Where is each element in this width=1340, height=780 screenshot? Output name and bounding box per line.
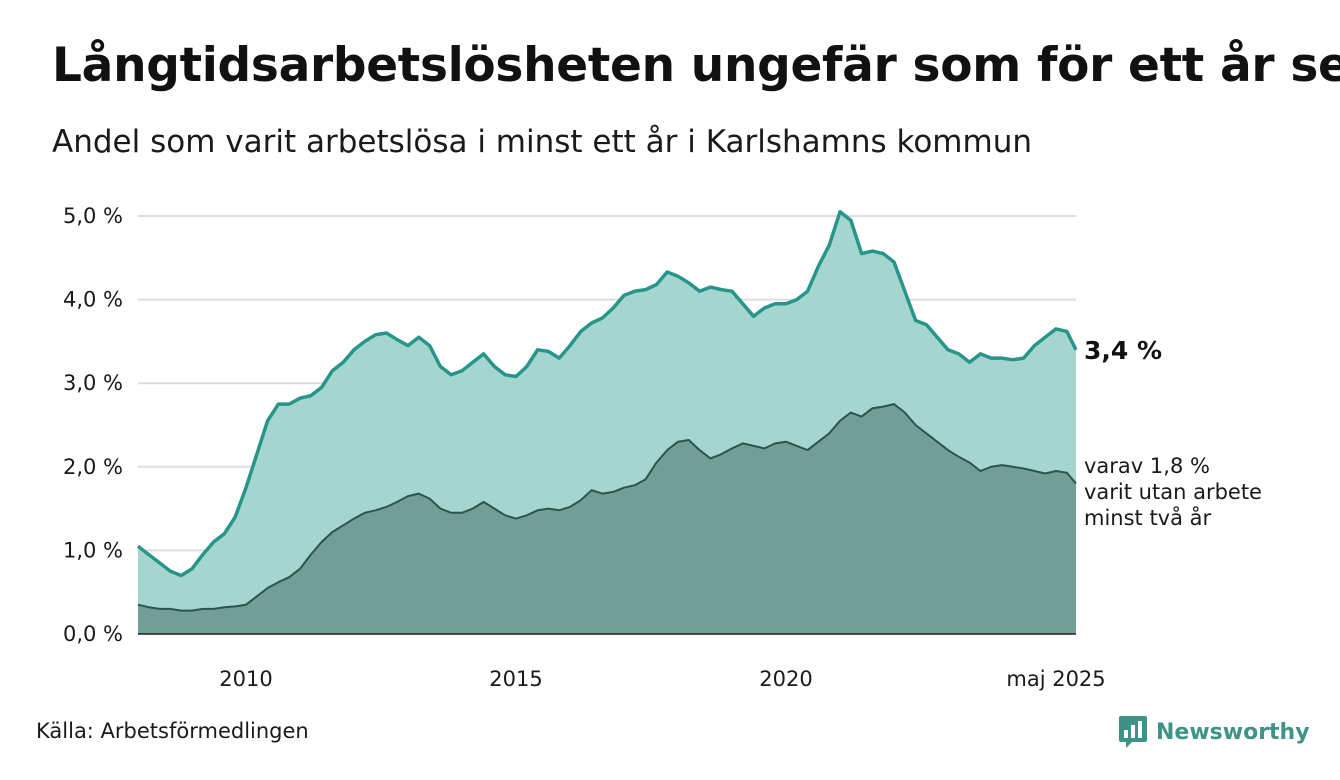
x-tick-label: 2020 bbox=[759, 667, 812, 691]
y-tick-label: 0,0 % bbox=[63, 622, 123, 646]
y-tick-label: 5,0 % bbox=[63, 204, 123, 228]
y-tick-label: 4,0 % bbox=[63, 288, 123, 312]
x-tick-label: maj 2025 bbox=[1006, 667, 1105, 691]
chart-areas bbox=[136, 210, 1078, 635]
x-tick-label: 2015 bbox=[489, 667, 542, 691]
two-year-share-line bbox=[137, 403, 1077, 612]
bar-chart-bubble-icon bbox=[1119, 716, 1147, 748]
chart-subtitle: Andel som varit arbetslösa i minst ett å… bbox=[52, 124, 1032, 160]
source-note: Källa: Arbetsförmedlingen bbox=[36, 719, 309, 743]
brand-name: Newsworthy bbox=[1156, 719, 1310, 745]
total-share-line bbox=[136, 210, 1078, 578]
two-year-end-label-line: varav 1,8 % bbox=[1084, 454, 1210, 478]
two-year-end-label-line: minst två år bbox=[1084, 505, 1212, 530]
two-year-share-area bbox=[138, 404, 1076, 634]
newsworthy-logo: Newsworthy bbox=[1118, 714, 1310, 750]
total-end-label: 3,4 % bbox=[1084, 336, 1162, 365]
two-year-end-label-line: varit utan arbete bbox=[1084, 480, 1262, 504]
y-tick-label: 3,0 % bbox=[63, 371, 123, 395]
y-tick-label: 2,0 % bbox=[63, 455, 123, 479]
area-chart: 0,0 % 1,0 % 2,0 % 3,0 % 4,0 % 5,0 % 2010 2015 20… bbox=[63, 204, 1262, 691]
chart-title: Långtidsarbetslösheten ungefär som för e… bbox=[52, 38, 1340, 93]
axes: 0,0 % 1,0 % 2,0 % 3,0 % 4,0 % 5,0 % 2010 2015 20… bbox=[63, 204, 1106, 691]
y-tick-label: 1,0 % bbox=[63, 538, 123, 562]
x-tick-label: 2010 bbox=[219, 667, 272, 691]
